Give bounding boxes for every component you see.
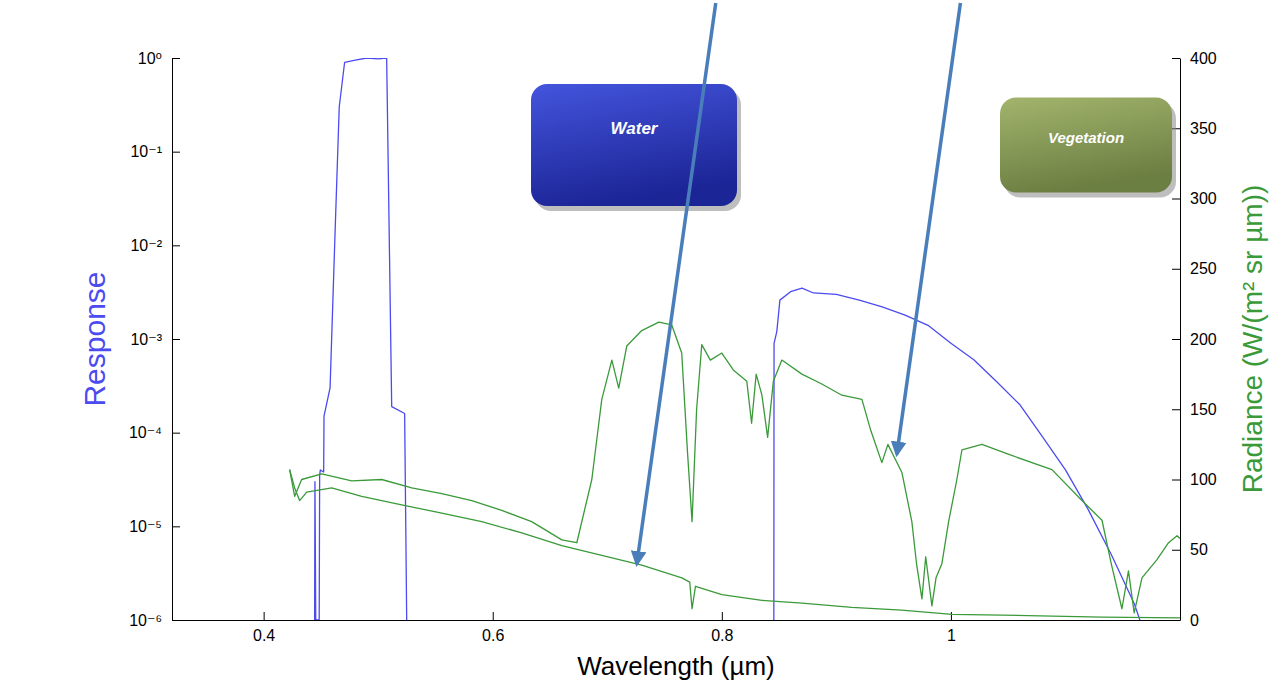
tick-label: 10⁻⁶ (129, 612, 162, 629)
y-axis-tick: 10⁻⁵ (129, 518, 180, 535)
tick-label: 0.4 (253, 627, 275, 644)
y2-axis-tick: 400 (1172, 50, 1217, 67)
y2-axis-line (1180, 59, 1181, 621)
annotation-label: Vegetation (1048, 129, 1124, 146)
y2-axis-title: Radiance (W/(m² sr µm)) (1237, 185, 1268, 494)
y2-axis-tick: 0 (1172, 612, 1199, 629)
y2-axis-tick: 150 (1172, 401, 1217, 418)
y-axis-title: Response (78, 271, 111, 406)
y-axis-tick: 10⁻⁶ (129, 612, 180, 629)
tick-label: 10⁻⁵ (129, 518, 162, 535)
y2-axis-tick: 100 (1172, 471, 1217, 488)
tick-mark (172, 339, 180, 340)
tick-mark (1172, 269, 1180, 270)
annotation-box (531, 84, 737, 206)
tick-mark (172, 526, 180, 527)
y2-axis: 0 50 100 150 200 250 300 350 400 (1172, 50, 1217, 629)
tick-mark (172, 245, 180, 246)
series-line (290, 470, 1180, 618)
tick-mark (1172, 409, 1180, 410)
tick-label: 100 (1190, 471, 1217, 488)
annotation-label: Water (611, 119, 659, 138)
y2-axis-tick: 300 (1172, 190, 1217, 207)
chart-container: 0.4 0.6 0.8 1 10⁻⁶ 10⁻⁵ 10⁻⁴ 10⁻³ 10⁻² 10⁻¹ 10⁰ 0 50… (0, 0, 1285, 687)
tick-label: 150 (1190, 401, 1217, 418)
annotation-box (1000, 98, 1172, 193)
tick-mark (951, 612, 952, 620)
y-axis-tick: 10⁻³ (130, 331, 180, 348)
annotation-arrow (637, 3, 716, 564)
tick-mark (172, 620, 180, 621)
tick-mark (1172, 480, 1180, 481)
tick-label: 200 (1190, 331, 1217, 348)
x-axis-tick: 0.6 (482, 612, 504, 644)
plot-area (290, 58, 1180, 620)
chart-svg: 0.4 0.6 0.8 1 10⁻⁶ 10⁻⁵ 10⁻⁴ 10⁻³ 10⁻² 10⁻¹ 10⁰ 0 50… (0, 0, 1285, 687)
annotation-arrow (897, 3, 961, 454)
y2-axis-tick: 350 (1172, 120, 1217, 137)
y-axis: 10⁻⁶ 10⁻⁵ 10⁻⁴ 10⁻³ 10⁻² 10⁻¹ 10⁰ (129, 50, 180, 629)
tick-label: 1 (947, 627, 956, 644)
y-axis-tick: 10⁰ (138, 50, 180, 67)
tick-label: 250 (1190, 260, 1217, 277)
tick-label: 0.8 (711, 627, 733, 644)
tick-mark (1172, 199, 1180, 200)
x-axis: 0.4 0.6 0.8 1 (173, 612, 1181, 644)
tick-label: 350 (1190, 120, 1217, 137)
tick-mark (1172, 58, 1180, 59)
x-axis-tick: 0.8 (711, 612, 733, 644)
tick-label: 10⁻² (130, 237, 162, 254)
tick-label: 400 (1190, 50, 1217, 67)
tick-mark (1172, 339, 1180, 340)
tick-label: 10⁻⁴ (129, 424, 162, 441)
tick-mark (1172, 620, 1180, 621)
tick-label: 0 (1190, 612, 1199, 629)
tick-mark (1172, 550, 1180, 551)
tick-mark (493, 612, 494, 620)
tick-mark (172, 433, 180, 434)
tick-label: 10⁻¹ (130, 143, 162, 160)
annotations: Water Vegetation (531, 3, 1176, 564)
y-axis-tick: 10⁻² (130, 237, 180, 254)
y-axis-tick: 10⁻¹ (130, 143, 180, 160)
tick-mark (172, 152, 180, 153)
y2-axis-tick: 200 (1172, 331, 1217, 348)
tick-label: 10⁰ (138, 50, 162, 67)
x-axis-tick: 1 (947, 612, 956, 644)
tick-mark (172, 58, 180, 59)
series-line (290, 322, 1180, 613)
y2-axis-tick: 250 (1172, 260, 1217, 277)
tick-mark (722, 612, 723, 620)
series-line (774, 288, 1140, 620)
x-axis-title: Wavelength (µm) (577, 651, 775, 681)
tick-label: 0.6 (482, 627, 504, 644)
y-axis-tick: 10⁻⁴ (129, 424, 180, 441)
y2-axis-tick: 50 (1172, 541, 1208, 558)
series-line (315, 58, 407, 620)
tick-mark (264, 612, 265, 620)
x-axis-tick: 0.4 (253, 612, 275, 644)
tick-label: 300 (1190, 190, 1217, 207)
x-axis-line (173, 620, 1181, 621)
tick-label: 50 (1190, 541, 1208, 558)
tick-label: 10⁻³ (130, 331, 162, 348)
